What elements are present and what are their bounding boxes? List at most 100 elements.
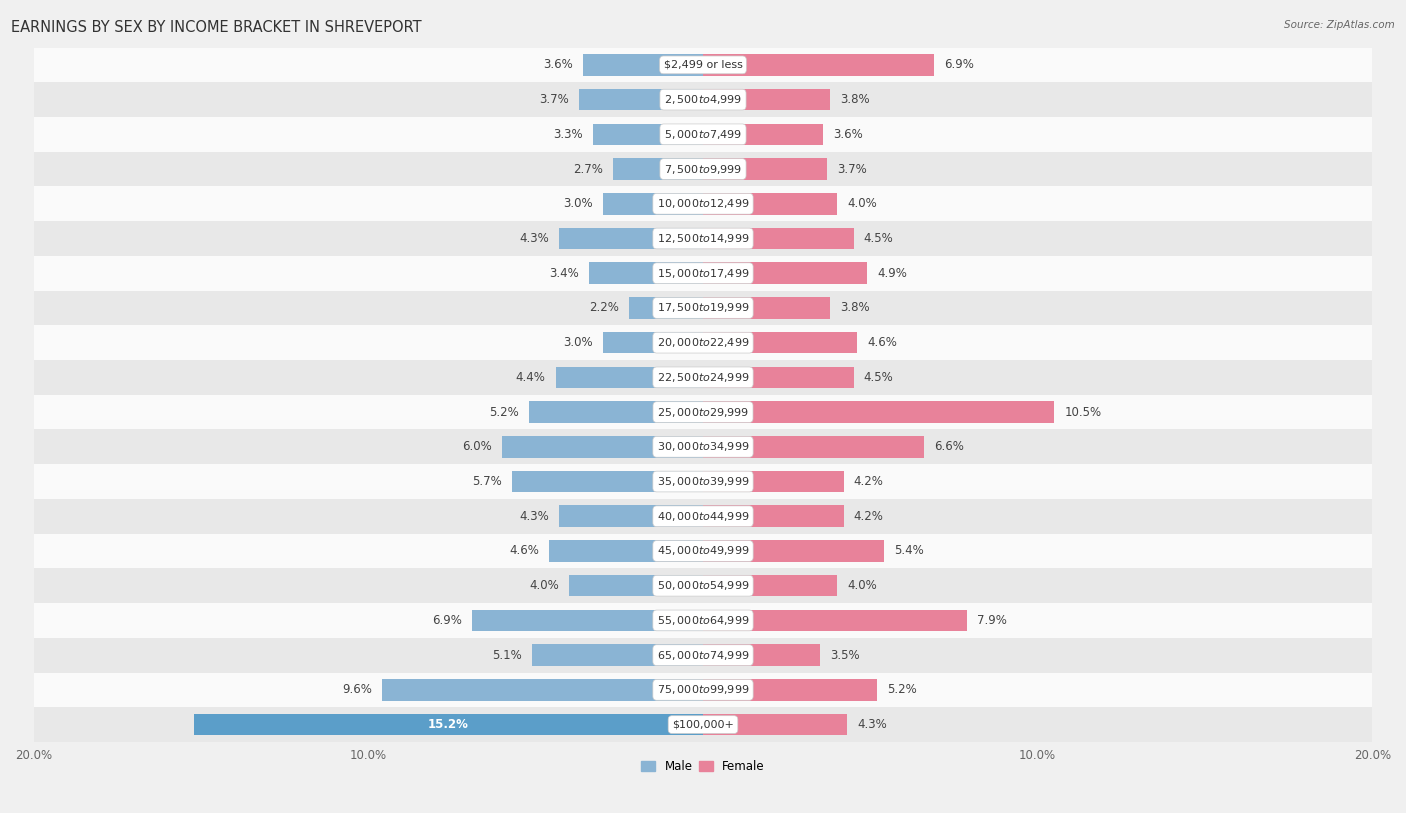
Text: 10.5%: 10.5% — [1064, 406, 1102, 419]
Text: 5.2%: 5.2% — [887, 684, 917, 697]
Text: $50,000 to $54,999: $50,000 to $54,999 — [657, 579, 749, 592]
Bar — [34, 152, 1372, 186]
Bar — [703, 402, 1054, 423]
Bar — [703, 471, 844, 493]
Bar — [579, 89, 703, 111]
Text: $65,000 to $74,999: $65,000 to $74,999 — [657, 649, 749, 662]
Bar — [472, 610, 703, 631]
Text: $35,000 to $39,999: $35,000 to $39,999 — [657, 475, 749, 488]
Bar — [703, 540, 884, 562]
Text: 3.7%: 3.7% — [540, 93, 569, 107]
Text: $17,500 to $19,999: $17,500 to $19,999 — [657, 302, 749, 315]
Text: 4.0%: 4.0% — [846, 579, 877, 592]
Bar — [34, 499, 1372, 533]
Text: 7.9%: 7.9% — [977, 614, 1007, 627]
Bar — [34, 464, 1372, 499]
Bar — [582, 54, 703, 76]
Bar — [703, 124, 824, 145]
Bar — [703, 610, 967, 631]
Text: 4.9%: 4.9% — [877, 267, 907, 280]
Bar — [34, 672, 1372, 707]
Bar — [529, 402, 703, 423]
Text: $7,500 to $9,999: $7,500 to $9,999 — [664, 163, 742, 176]
Bar — [34, 360, 1372, 395]
Legend: Male, Female: Male, Female — [637, 755, 769, 778]
Text: $2,500 to $4,999: $2,500 to $4,999 — [664, 93, 742, 107]
Text: 4.5%: 4.5% — [863, 371, 893, 384]
Bar — [502, 436, 703, 458]
Bar — [703, 54, 934, 76]
Text: 3.0%: 3.0% — [562, 336, 592, 349]
Bar — [34, 707, 1372, 742]
Bar — [603, 193, 703, 215]
Bar — [703, 436, 924, 458]
Text: 6.6%: 6.6% — [934, 441, 965, 454]
Text: $2,499 or less: $2,499 or less — [664, 60, 742, 70]
Bar — [703, 367, 853, 388]
Text: 4.3%: 4.3% — [519, 510, 548, 523]
Text: 4.0%: 4.0% — [846, 198, 877, 211]
Bar — [34, 47, 1372, 82]
Bar — [630, 298, 703, 319]
Bar — [703, 263, 868, 284]
Bar — [569, 575, 703, 597]
Bar — [34, 395, 1372, 429]
Text: 3.4%: 3.4% — [550, 267, 579, 280]
Text: 4.0%: 4.0% — [529, 579, 560, 592]
Text: 4.4%: 4.4% — [516, 371, 546, 384]
Text: 4.5%: 4.5% — [863, 232, 893, 245]
Bar — [34, 186, 1372, 221]
Text: Source: ZipAtlas.com: Source: ZipAtlas.com — [1284, 20, 1395, 30]
Bar — [34, 221, 1372, 256]
Bar — [560, 228, 703, 250]
Bar — [703, 679, 877, 701]
Bar — [34, 429, 1372, 464]
Text: 9.6%: 9.6% — [342, 684, 371, 697]
Text: $22,500 to $24,999: $22,500 to $24,999 — [657, 371, 749, 384]
Text: 4.2%: 4.2% — [853, 475, 883, 488]
Text: 3.6%: 3.6% — [543, 59, 572, 72]
Text: $12,500 to $14,999: $12,500 to $14,999 — [657, 232, 749, 245]
Bar — [34, 290, 1372, 325]
Text: 3.0%: 3.0% — [562, 198, 592, 211]
Text: $15,000 to $17,499: $15,000 to $17,499 — [657, 267, 749, 280]
Bar — [703, 645, 820, 666]
Text: $30,000 to $34,999: $30,000 to $34,999 — [657, 441, 749, 454]
Text: $75,000 to $99,999: $75,000 to $99,999 — [657, 684, 749, 697]
Text: 6.9%: 6.9% — [432, 614, 463, 627]
Bar — [381, 679, 703, 701]
Text: 4.6%: 4.6% — [868, 336, 897, 349]
Text: 4.3%: 4.3% — [858, 718, 887, 731]
Bar — [703, 332, 858, 354]
Text: EARNINGS BY SEX BY INCOME BRACKET IN SHREVEPORT: EARNINGS BY SEX BY INCOME BRACKET IN SHR… — [11, 20, 422, 35]
Text: $25,000 to $29,999: $25,000 to $29,999 — [657, 406, 749, 419]
Text: 3.7%: 3.7% — [837, 163, 866, 176]
Bar — [555, 367, 703, 388]
Text: $5,000 to $7,499: $5,000 to $7,499 — [664, 128, 742, 141]
Bar — [703, 506, 844, 527]
Text: $45,000 to $49,999: $45,000 to $49,999 — [657, 545, 749, 558]
Bar — [34, 117, 1372, 152]
Text: 4.3%: 4.3% — [519, 232, 548, 245]
Bar — [703, 575, 837, 597]
Bar — [703, 714, 846, 735]
Text: 5.2%: 5.2% — [489, 406, 519, 419]
Bar — [560, 506, 703, 527]
Text: $40,000 to $44,999: $40,000 to $44,999 — [657, 510, 749, 523]
Text: 3.5%: 3.5% — [830, 649, 860, 662]
Text: 3.3%: 3.3% — [553, 128, 582, 141]
Bar — [194, 714, 703, 735]
Text: 2.7%: 2.7% — [572, 163, 603, 176]
Bar — [34, 325, 1372, 360]
Text: 6.0%: 6.0% — [463, 441, 492, 454]
Text: 15.2%: 15.2% — [429, 718, 470, 731]
Bar — [592, 124, 703, 145]
Text: 6.9%: 6.9% — [943, 59, 974, 72]
Bar — [703, 89, 830, 111]
Bar — [34, 256, 1372, 290]
Text: $20,000 to $22,499: $20,000 to $22,499 — [657, 336, 749, 349]
Bar — [613, 159, 703, 180]
Text: 5.7%: 5.7% — [472, 475, 502, 488]
Bar — [34, 533, 1372, 568]
Bar — [548, 540, 703, 562]
